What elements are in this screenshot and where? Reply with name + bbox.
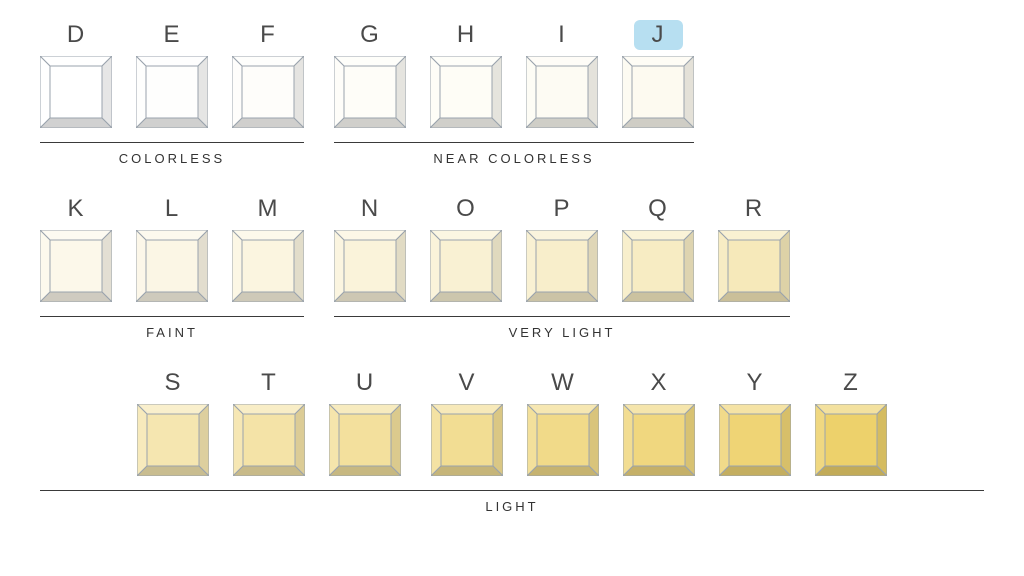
category-underline — [40, 316, 304, 317]
grade-letter: R — [727, 194, 781, 224]
grade-letter: O — [438, 194, 494, 224]
category-underline — [40, 142, 304, 143]
grade-letter: V — [440, 368, 493, 398]
grade-n[interactable]: N — [334, 194, 406, 302]
grade-o[interactable]: O — [430, 194, 502, 302]
grade-z[interactable]: Z — [815, 368, 887, 476]
grade-group: S T U — [137, 368, 401, 476]
grade-r[interactable]: R — [718, 194, 790, 302]
grade-p[interactable]: P — [526, 194, 598, 302]
grade-group: N O P Q R VERY LIGHT — [334, 194, 790, 340]
grade-h[interactable]: H — [430, 20, 502, 128]
grade-group: K L M FAINT — [40, 194, 304, 340]
grade-u[interactable]: U — [329, 368, 401, 476]
grade-t[interactable]: T — [233, 368, 305, 476]
grade-tile — [232, 56, 304, 128]
grade-v[interactable]: V — [431, 368, 503, 476]
swatch-row: D E F — [40, 20, 304, 128]
grade-letter: N — [343, 194, 397, 224]
swatch-row: G H I J — [334, 20, 694, 128]
swatch-row: S T U — [137, 368, 401, 476]
grade-tile — [329, 404, 401, 476]
grade-letter: K — [49, 194, 102, 224]
grade-tile — [431, 404, 503, 476]
grade-letter: W — [533, 368, 593, 398]
row: S T U V W X — [40, 368, 984, 514]
grade-y[interactable]: Y — [719, 368, 791, 476]
grade-l[interactable]: L — [136, 194, 208, 302]
grade-tile — [334, 230, 406, 302]
grade-tile — [719, 404, 791, 476]
grade-tile — [430, 56, 502, 128]
grade-tile — [40, 56, 112, 128]
grade-letter: S — [146, 368, 199, 398]
grade-letter: D — [49, 20, 103, 50]
grade-group: G H I J NEAR COLORLESS — [334, 20, 694, 166]
grade-letter: H — [439, 20, 493, 50]
category-label: FAINT — [146, 325, 198, 340]
grade-q[interactable]: Q — [622, 194, 694, 302]
swatch-row: K L M — [40, 194, 304, 302]
grade-m[interactable]: M — [232, 194, 304, 302]
grade-tile — [527, 404, 599, 476]
grade-letter: F — [242, 20, 294, 50]
color-grade-chart: D E F COLORLESS G H I — [40, 20, 984, 514]
grade-j[interactable]: J — [622, 20, 694, 128]
category-underline — [334, 142, 694, 143]
grade-group: V W X Y Z — [431, 368, 887, 476]
grade-w[interactable]: W — [527, 368, 599, 476]
grade-tile — [40, 230, 112, 302]
grade-tile — [334, 56, 406, 128]
grade-e[interactable]: E — [136, 20, 208, 128]
grade-tile — [136, 56, 208, 128]
row: K L M FAINT N O P — [40, 194, 984, 340]
grade-tile — [526, 56, 598, 128]
grade-tile — [232, 230, 304, 302]
grade-s[interactable]: S — [137, 368, 209, 476]
grade-d[interactable]: D — [40, 20, 112, 128]
grade-letter: I — [540, 20, 584, 50]
grade-tile — [622, 230, 694, 302]
swatch-row: V W X Y Z — [431, 368, 887, 476]
grade-letter: J — [634, 20, 683, 50]
category-underline — [334, 316, 790, 317]
grade-f[interactable]: F — [232, 20, 304, 128]
category-underline — [40, 490, 984, 491]
grade-letter: L — [147, 194, 197, 224]
grade-letter: M — [240, 194, 297, 224]
grade-tile — [526, 230, 598, 302]
grade-tile — [718, 230, 790, 302]
row: D E F COLORLESS G H I — [40, 20, 984, 166]
grade-letter: T — [243, 368, 295, 398]
grade-letter: G — [342, 20, 398, 50]
category-label: NEAR COLORLESS — [433, 151, 594, 166]
grade-letter: Z — [825, 368, 877, 398]
grade-group: D E F COLORLESS — [40, 20, 304, 166]
grade-g[interactable]: G — [334, 20, 406, 128]
category-label: LIGHT — [485, 499, 538, 514]
category-label: COLORLESS — [119, 151, 225, 166]
grade-tile — [623, 404, 695, 476]
grade-letter: P — [535, 194, 588, 224]
grade-tile — [430, 230, 502, 302]
row-inner: S T U V W X — [137, 368, 887, 476]
grade-letter: Q — [630, 194, 686, 224]
grade-letter: Y — [728, 368, 781, 398]
grade-k[interactable]: K — [40, 194, 112, 302]
grade-tile — [233, 404, 305, 476]
category-label: VERY LIGHT — [509, 325, 616, 340]
swatch-row: N O P Q R — [334, 194, 790, 302]
grade-i[interactable]: I — [526, 20, 598, 128]
grade-tile — [137, 404, 209, 476]
grade-tile — [136, 230, 208, 302]
grade-letter: U — [338, 368, 392, 398]
grade-letter: X — [632, 368, 685, 398]
grade-tile — [622, 56, 694, 128]
grade-letter: E — [145, 20, 198, 50]
grade-tile — [815, 404, 887, 476]
grade-x[interactable]: X — [623, 368, 695, 476]
